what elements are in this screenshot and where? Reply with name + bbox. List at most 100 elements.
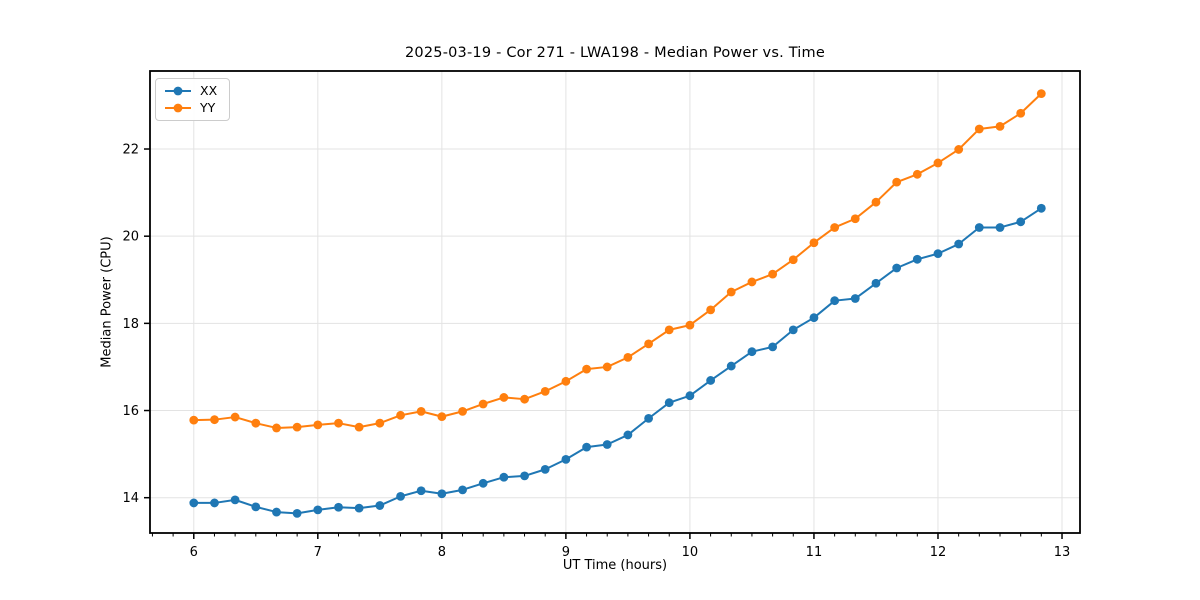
series-YY-marker [582, 364, 591, 374]
series-YY-marker [458, 407, 467, 416]
series-XX-marker [540, 464, 550, 474]
series-YY-marker [210, 415, 219, 425]
series-YY-marker [354, 422, 364, 432]
series-YY-marker [189, 415, 199, 425]
legend-marker-xx-icon [165, 86, 191, 96]
series-YY-marker [499, 393, 509, 402]
legend: XX YY [155, 78, 231, 121]
series-XX-marker [416, 486, 426, 496]
legend-item-xx: XX [164, 84, 217, 98]
series-YY-marker [272, 423, 281, 433]
series-XX-line [193, 207, 1042, 515]
y-tick-label: 16 [122, 404, 139, 419]
series-XX-marker [974, 223, 984, 232]
series-YY-marker [830, 223, 840, 232]
chart-title: 2025-03-19 - Cor 271 - LWA198 - Median P… [405, 45, 825, 61]
series-YY-marker [912, 169, 922, 179]
series-XX-marker [706, 376, 716, 385]
series-YY-marker [644, 339, 654, 349]
series-XX-marker [230, 495, 240, 505]
series-YY-marker [478, 399, 488, 409]
series-YY-marker [664, 325, 674, 335]
series-YY-marker [933, 158, 943, 168]
series-XX-marker [933, 249, 943, 259]
x-tick-label: 9 [562, 545, 570, 560]
series-XX-marker [189, 498, 199, 508]
legend-item-yy: YY [164, 101, 217, 115]
series-XX-marker [850, 294, 860, 303]
series-YY-marker [726, 287, 736, 297]
series-XX-marker [313, 505, 323, 515]
series-XX-marker [251, 502, 261, 512]
series-XX-marker [1016, 217, 1026, 227]
series-YY-marker [602, 362, 612, 372]
y-tick-label: 20 [122, 230, 139, 245]
series-XX-marker [499, 472, 509, 482]
series-XX-marker [768, 342, 778, 352]
series-XX-marker [1036, 203, 1046, 213]
series-XX-marker [396, 491, 405, 501]
legend-label-yy: YY [200, 100, 216, 115]
series-YY-marker [685, 320, 695, 330]
series-YY-marker [230, 412, 240, 422]
x-tick-label: 12 [930, 545, 947, 560]
series-XX-marker [954, 239, 964, 249]
x-tick-label: 10 [682, 545, 699, 560]
series-YY-marker [995, 121, 1005, 131]
series-XX-marker [334, 502, 343, 512]
series-XX-marker [210, 498, 219, 508]
series-YY-marker [706, 305, 716, 315]
series-XX-marker [520, 471, 529, 481]
series-XX-marker [747, 347, 757, 357]
series-XX-marker [354, 503, 364, 513]
series-YY-marker [747, 277, 757, 287]
series-YY-marker [396, 410, 405, 420]
series-XX-marker [726, 361, 736, 371]
series-YY-marker [561, 376, 571, 386]
series-YY-marker [1036, 89, 1046, 99]
series-XX-marker [912, 254, 922, 264]
series-YY-marker [313, 420, 323, 430]
series-XX-marker [644, 413, 654, 423]
series-XX-marker [561, 454, 571, 464]
series-YY-marker [1016, 108, 1026, 118]
x-tick-label: 11 [806, 545, 823, 560]
series-XX-marker [292, 508, 302, 518]
series-YY-marker [292, 422, 302, 432]
x-tick-label: 8 [438, 545, 446, 560]
series-XX-marker [664, 398, 674, 408]
x-axis-label: UT Time (hours) [562, 558, 668, 573]
series-YY-marker [871, 197, 881, 207]
series-XX-marker [995, 223, 1005, 232]
series-YY-marker [974, 124, 984, 134]
y-tick-label: 18 [122, 317, 139, 332]
x-tick-label: 6 [190, 545, 198, 560]
series-YY-marker [437, 412, 447, 422]
series-YY-marker [850, 214, 860, 224]
series-YY-marker [416, 407, 426, 416]
series-XX-marker [685, 391, 695, 401]
series-XX-marker [830, 296, 840, 306]
y-tick-label: 14 [122, 491, 139, 506]
series-XX-marker [871, 278, 881, 288]
series-YY-marker [768, 269, 778, 279]
legend-marker-yy-icon [165, 103, 191, 113]
series-XX-marker [788, 325, 798, 335]
series-YY-marker [251, 418, 261, 428]
plot-border [149, 70, 1081, 534]
series-XX-marker [582, 442, 591, 452]
series-XX-marker [892, 263, 902, 273]
series-XX-marker [623, 430, 633, 440]
series-XX-marker [375, 501, 385, 510]
series-XX-marker [602, 440, 612, 449]
series-YY-marker [954, 145, 964, 154]
series-YY-marker [788, 255, 798, 265]
series-XX-marker [272, 507, 281, 517]
series-YY-marker [540, 386, 550, 396]
series-XX-marker [809, 313, 819, 323]
series-YY-marker [809, 238, 819, 248]
series-XX-marker [437, 489, 447, 499]
series-YY-marker [375, 418, 385, 428]
